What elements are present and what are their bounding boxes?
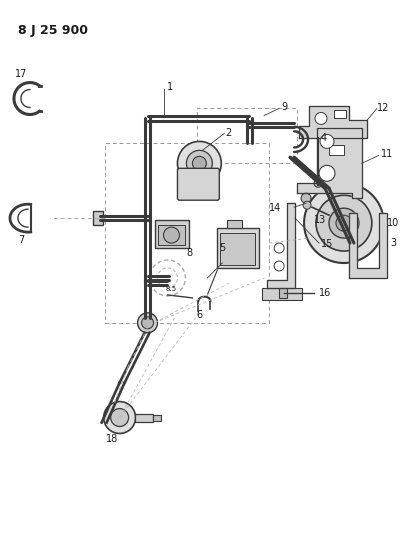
Circle shape bbox=[142, 317, 154, 329]
Bar bbox=[197, 109, 297, 163]
Polygon shape bbox=[349, 213, 387, 278]
Bar bbox=[329, 146, 344, 155]
Text: 1: 1 bbox=[166, 82, 172, 92]
Text: 6: 6 bbox=[196, 310, 203, 320]
Circle shape bbox=[164, 227, 179, 243]
Text: 15: 15 bbox=[321, 239, 333, 249]
Bar bbox=[135, 414, 152, 422]
Circle shape bbox=[186, 150, 213, 176]
Text: 9: 9 bbox=[281, 102, 287, 112]
Text: 5: 5 bbox=[219, 243, 225, 253]
Bar bbox=[262, 288, 302, 300]
Bar bbox=[220, 233, 255, 265]
Text: 11: 11 bbox=[381, 149, 393, 159]
Circle shape bbox=[320, 134, 334, 148]
Text: 13: 13 bbox=[314, 215, 326, 225]
Text: 17: 17 bbox=[15, 69, 27, 78]
Circle shape bbox=[319, 165, 335, 181]
Text: 7: 7 bbox=[18, 235, 24, 245]
Polygon shape bbox=[267, 203, 295, 288]
Circle shape bbox=[138, 313, 158, 333]
Text: 8 J 25 900: 8 J 25 900 bbox=[18, 24, 88, 37]
Circle shape bbox=[111, 409, 129, 426]
Bar bbox=[152, 415, 160, 421]
Text: 18: 18 bbox=[105, 434, 118, 445]
Bar bbox=[227, 220, 242, 228]
Circle shape bbox=[274, 243, 284, 253]
Circle shape bbox=[315, 112, 327, 124]
Circle shape bbox=[178, 141, 221, 185]
FancyBboxPatch shape bbox=[178, 168, 219, 200]
Text: 3: 3 bbox=[391, 238, 397, 248]
Bar bbox=[154, 220, 189, 248]
Circle shape bbox=[316, 195, 372, 251]
Bar bbox=[279, 288, 287, 298]
Bar bbox=[339, 177, 349, 185]
Text: 8.5: 8.5 bbox=[166, 286, 177, 292]
Circle shape bbox=[303, 201, 311, 209]
Polygon shape bbox=[299, 107, 367, 139]
Text: 2: 2 bbox=[225, 128, 231, 139]
Bar bbox=[217, 228, 259, 268]
Circle shape bbox=[329, 208, 359, 238]
Circle shape bbox=[274, 261, 284, 271]
Text: 10: 10 bbox=[387, 218, 399, 228]
Text: 16: 16 bbox=[319, 288, 331, 298]
Circle shape bbox=[104, 401, 136, 433]
Polygon shape bbox=[297, 128, 362, 198]
Bar bbox=[334, 110, 346, 118]
Circle shape bbox=[301, 193, 311, 203]
Bar bbox=[158, 225, 185, 245]
Bar bbox=[105, 143, 269, 323]
Text: 14: 14 bbox=[269, 203, 281, 213]
Circle shape bbox=[304, 183, 384, 263]
Circle shape bbox=[336, 215, 352, 231]
Circle shape bbox=[314, 179, 322, 187]
Text: 8: 8 bbox=[186, 248, 192, 258]
Text: 4: 4 bbox=[321, 133, 327, 143]
Text: 12: 12 bbox=[377, 103, 389, 114]
Bar bbox=[93, 211, 103, 225]
Circle shape bbox=[192, 156, 207, 171]
